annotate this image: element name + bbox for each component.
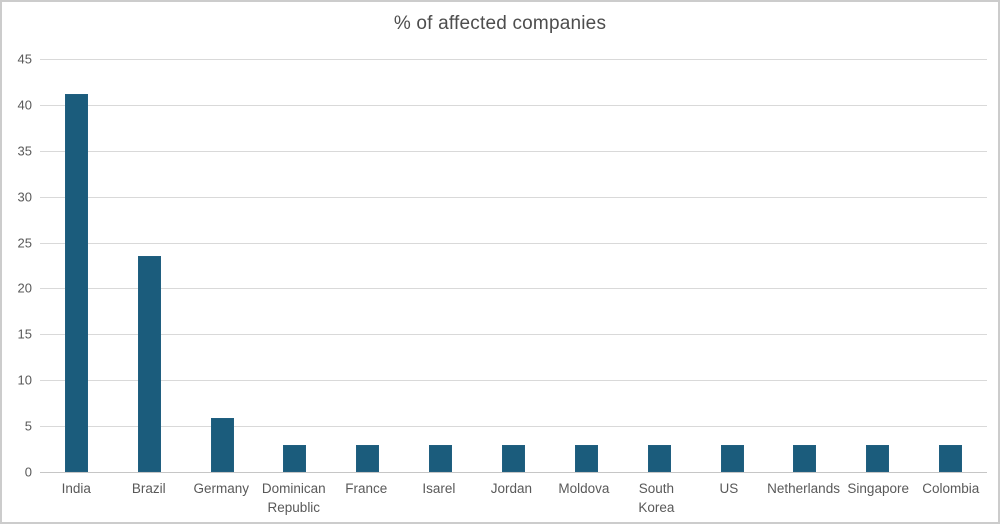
x-label-moldova: Moldova (558, 481, 610, 496)
bars-row (40, 59, 987, 472)
bar-dominican-republic (283, 445, 307, 472)
bar-moldova (574, 445, 598, 472)
x-label-singapore: Singapore (847, 481, 909, 496)
x-label-india: India (61, 481, 91, 496)
x-label-dominican-republic: Dominican Republic (261, 481, 326, 515)
bar-slot-dominican-republic (259, 59, 332, 472)
y-tick-0: 0 (24, 464, 32, 480)
x-label-france: France (345, 481, 388, 496)
gridline-30 (40, 196, 987, 198)
y-tick-25: 25 (17, 235, 32, 251)
bar-south-korea (647, 445, 671, 472)
bar-slot-singapore (841, 59, 914, 472)
bar-netherlands (793, 445, 817, 472)
x-label-isarel: Isarel (422, 481, 456, 496)
bar-brazil (137, 256, 161, 472)
bar-singapore (866, 445, 890, 472)
bar-us (720, 445, 744, 472)
gridline-35 (40, 150, 987, 152)
bar-slot-colombia (914, 59, 987, 472)
y-tick-15: 15 (17, 326, 32, 342)
bar-colombia (939, 445, 963, 472)
bar-slot-us (696, 59, 769, 472)
bar-slot-south-korea (623, 59, 696, 472)
bar-jordan (501, 445, 525, 472)
gridline-15 (40, 334, 987, 336)
bar-slot-moldova (550, 59, 623, 472)
y-axis: 0 5 10 15 20 25 30 35 40 45 (2, 2, 32, 522)
bar-slot-brazil (113, 59, 186, 472)
bar-india (64, 93, 88, 472)
y-tick-10: 10 (17, 372, 32, 388)
y-tick-45: 45 (17, 51, 32, 67)
bar-slot-india (40, 59, 113, 472)
y-tick-30: 30 (17, 189, 32, 205)
y-tick-5: 5 (24, 418, 32, 434)
x-axis: India Brazil Germany Dominican Republic Fran… (40, 480, 987, 518)
gridline-45 (40, 59, 987, 60)
x-label-germany: Germany (193, 481, 250, 496)
bar-slot-france (331, 59, 404, 472)
x-label-jordan: Jordan (490, 481, 532, 496)
bar-slot-netherlands (768, 59, 841, 472)
bar-slot-germany (186, 59, 259, 472)
gridline-40 (40, 104, 987, 106)
gridline-0 (40, 472, 987, 473)
gridline-25 (40, 242, 987, 244)
x-label-south-korea: South Korea (638, 481, 675, 515)
plot-area (40, 59, 987, 473)
y-tick-20: 20 (17, 280, 32, 296)
x-label-netherlands: Netherlands (767, 481, 840, 496)
x-label-brazil: Brazil (131, 481, 166, 496)
gridline-10 (40, 380, 987, 382)
x-label-colombia: Colombia (922, 481, 980, 496)
chart-title: % of affected companies (393, 13, 607, 34)
bar-germany (210, 417, 234, 472)
gridline-5 (40, 426, 987, 428)
bar-isarel (429, 445, 453, 472)
y-tick-40: 40 (17, 97, 32, 113)
bar-slot-isarel (404, 59, 477, 472)
bar-slot-jordan (477, 59, 550, 472)
x-label-us: US (719, 481, 739, 496)
y-tick-35: 35 (17, 143, 32, 159)
gridline-20 (40, 288, 987, 290)
bar-france (356, 445, 380, 472)
